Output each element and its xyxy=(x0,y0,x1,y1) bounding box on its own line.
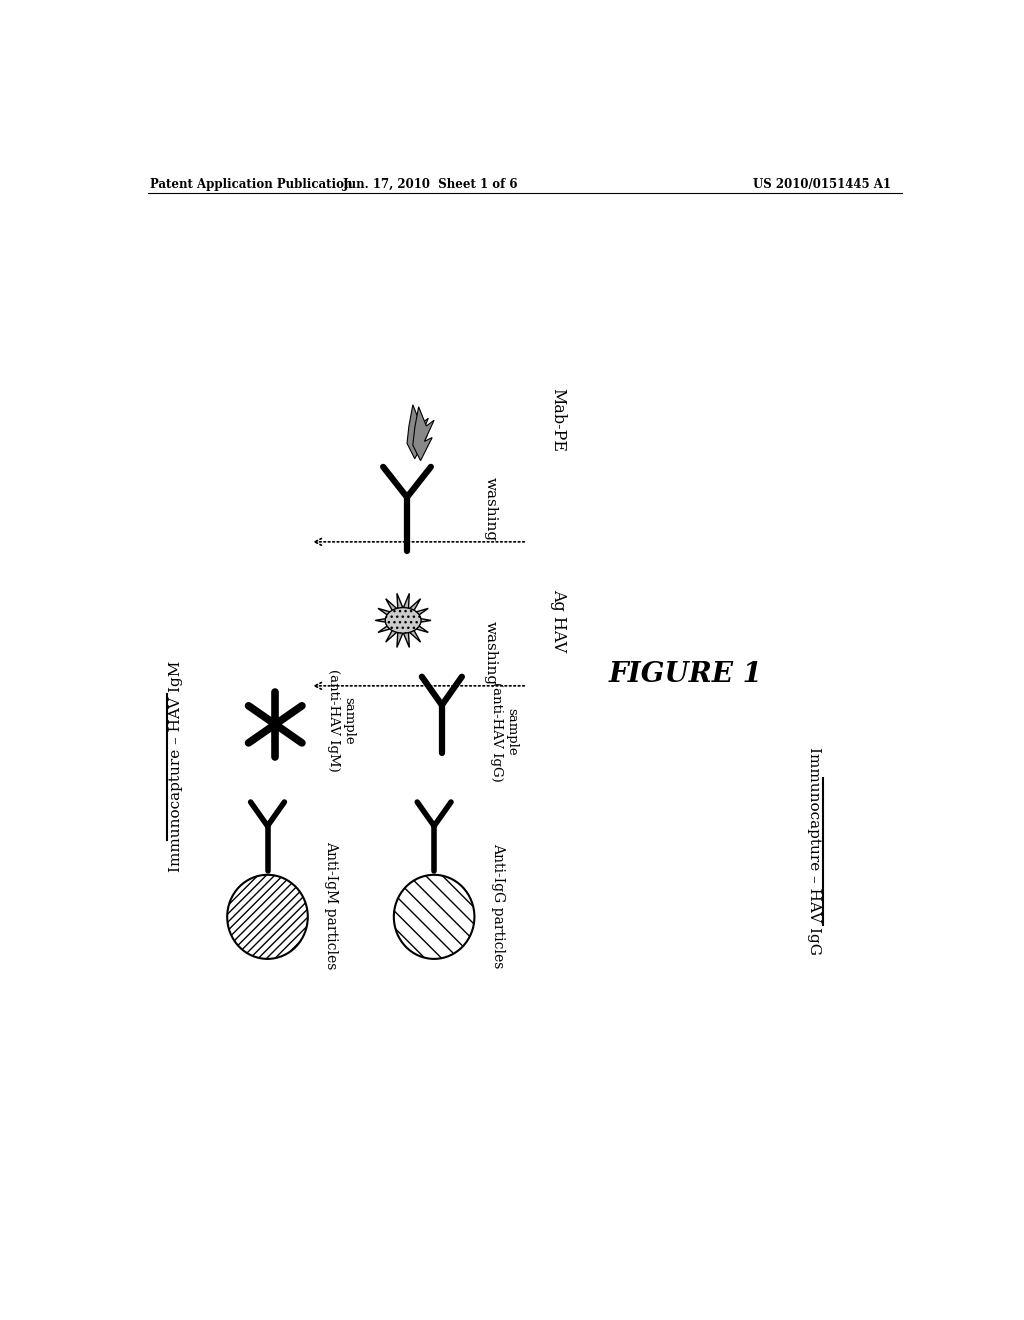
Ellipse shape xyxy=(394,875,474,958)
Polygon shape xyxy=(413,407,434,461)
Text: Immunocapture – HAV IgG: Immunocapture – HAV IgG xyxy=(807,747,821,956)
Text: Ag HAV: Ag HAV xyxy=(550,589,566,652)
Text: Anti-IgM particles: Anti-IgM particles xyxy=(324,841,338,969)
Text: Mab-PE: Mab-PE xyxy=(550,388,566,453)
Text: US 2010/0151445 A1: US 2010/0151445 A1 xyxy=(754,178,891,190)
Text: sample
(anti-HAV IgM): sample (anti-HAV IgM) xyxy=(327,669,355,772)
Text: Jun. 17, 2010  Sheet 1 of 6: Jun. 17, 2010 Sheet 1 of 6 xyxy=(342,178,518,190)
Polygon shape xyxy=(407,405,428,459)
Text: washing: washing xyxy=(483,620,498,685)
Text: Anti-IgG particles: Anti-IgG particles xyxy=(492,842,506,968)
Text: washing: washing xyxy=(483,477,498,541)
Text: Patent Application Publication: Patent Application Publication xyxy=(150,178,352,190)
Polygon shape xyxy=(375,594,431,647)
Text: Immunocapture – HAV IgM: Immunocapture – HAV IgM xyxy=(169,661,183,873)
Ellipse shape xyxy=(227,875,308,958)
Text: sample
(anti-HAV IgG): sample (anti-HAV IgG) xyxy=(489,682,518,781)
Text: FIGURE 1: FIGURE 1 xyxy=(609,661,763,688)
Ellipse shape xyxy=(385,607,421,634)
